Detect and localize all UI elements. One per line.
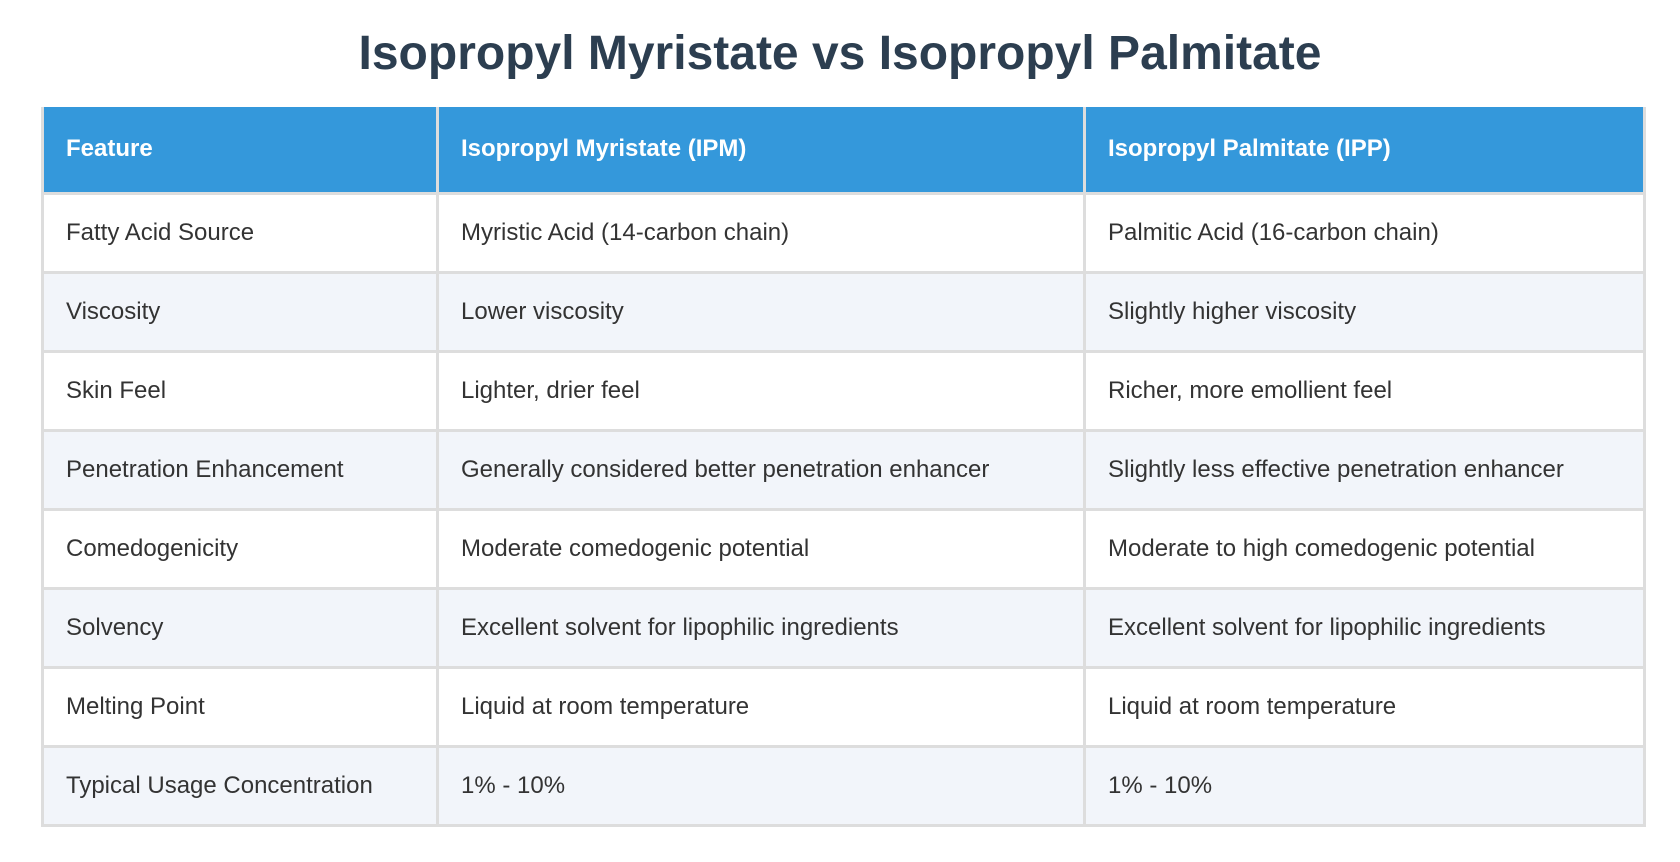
ipm-cell: Liquid at room temperature bbox=[436, 665, 1086, 748]
comparison-table: Feature Isopropyl Myristate (IPM) Isopro… bbox=[41, 107, 1646, 827]
table-row: Solvency Excellent solvent for lipophili… bbox=[41, 586, 1646, 669]
ipp-cell: Richer, more emollient feel bbox=[1083, 349, 1646, 432]
header-ipp: Isopropyl Palmitate (IPP) bbox=[1083, 107, 1646, 195]
table-row: Comedogenicity Moderate comedogenic pote… bbox=[41, 507, 1646, 590]
ipm-cell: Moderate comedogenic potential bbox=[436, 507, 1086, 590]
ipm-cell: Myristic Acid (14-carbon chain) bbox=[436, 191, 1086, 274]
feature-cell: Skin Feel bbox=[41, 349, 439, 432]
feature-cell: Comedogenicity bbox=[41, 507, 439, 590]
ipm-cell: Excellent solvent for lipophilic ingredi… bbox=[436, 586, 1086, 669]
page-title: Isopropyl Myristate vs Isopropyl Palmita… bbox=[358, 27, 1322, 80]
ipm-cell: Lower viscosity bbox=[436, 270, 1086, 353]
ipp-cell: Slightly less effective penetration enha… bbox=[1083, 428, 1646, 511]
ipp-cell: Moderate to high comedogenic potential bbox=[1083, 507, 1646, 590]
header-feature: Feature bbox=[41, 107, 439, 195]
comparison-table-container: Feature Isopropyl Myristate (IPM) Isopro… bbox=[41, 107, 1646, 827]
feature-cell: Typical Usage Concentration bbox=[41, 744, 439, 827]
table-row: Viscosity Lower viscosity Slightly highe… bbox=[41, 270, 1646, 353]
ipm-cell: Generally considered better penetration … bbox=[436, 428, 1086, 511]
table-row: Skin Feel Lighter, drier feel Richer, mo… bbox=[41, 349, 1646, 432]
ipm-cell: 1% - 10% bbox=[436, 744, 1086, 827]
ipp-cell: 1% - 10% bbox=[1083, 744, 1646, 827]
table-row: Melting Point Liquid at room temperature… bbox=[41, 665, 1646, 748]
table-row: Fatty Acid Source Myristic Acid (14-carb… bbox=[41, 191, 1646, 274]
header-ipm: Isopropyl Myristate (IPM) bbox=[436, 107, 1086, 195]
ipp-cell: Slightly higher viscosity bbox=[1083, 270, 1646, 353]
ipm-cell: Lighter, drier feel bbox=[436, 349, 1086, 432]
feature-cell: Penetration Enhancement bbox=[41, 428, 439, 511]
table-body: Fatty Acid Source Myristic Acid (14-carb… bbox=[41, 191, 1646, 827]
ipp-cell: Palmitic Acid (16-carbon chain) bbox=[1083, 191, 1646, 274]
header-row: Feature Isopropyl Myristate (IPM) Isopro… bbox=[41, 107, 1646, 195]
table-header: Feature Isopropyl Myristate (IPM) Isopro… bbox=[41, 107, 1646, 195]
feature-cell: Viscosity bbox=[41, 270, 439, 353]
table-row: Typical Usage Concentration 1% - 10% 1% … bbox=[41, 744, 1646, 827]
ipp-cell: Liquid at room temperature bbox=[1083, 665, 1646, 748]
table-row: Penetration Enhancement Generally consid… bbox=[41, 428, 1646, 511]
ipp-cell: Excellent solvent for lipophilic ingredi… bbox=[1083, 586, 1646, 669]
feature-cell: Solvency bbox=[41, 586, 439, 669]
feature-cell: Melting Point bbox=[41, 665, 439, 748]
feature-cell: Fatty Acid Source bbox=[41, 191, 439, 274]
